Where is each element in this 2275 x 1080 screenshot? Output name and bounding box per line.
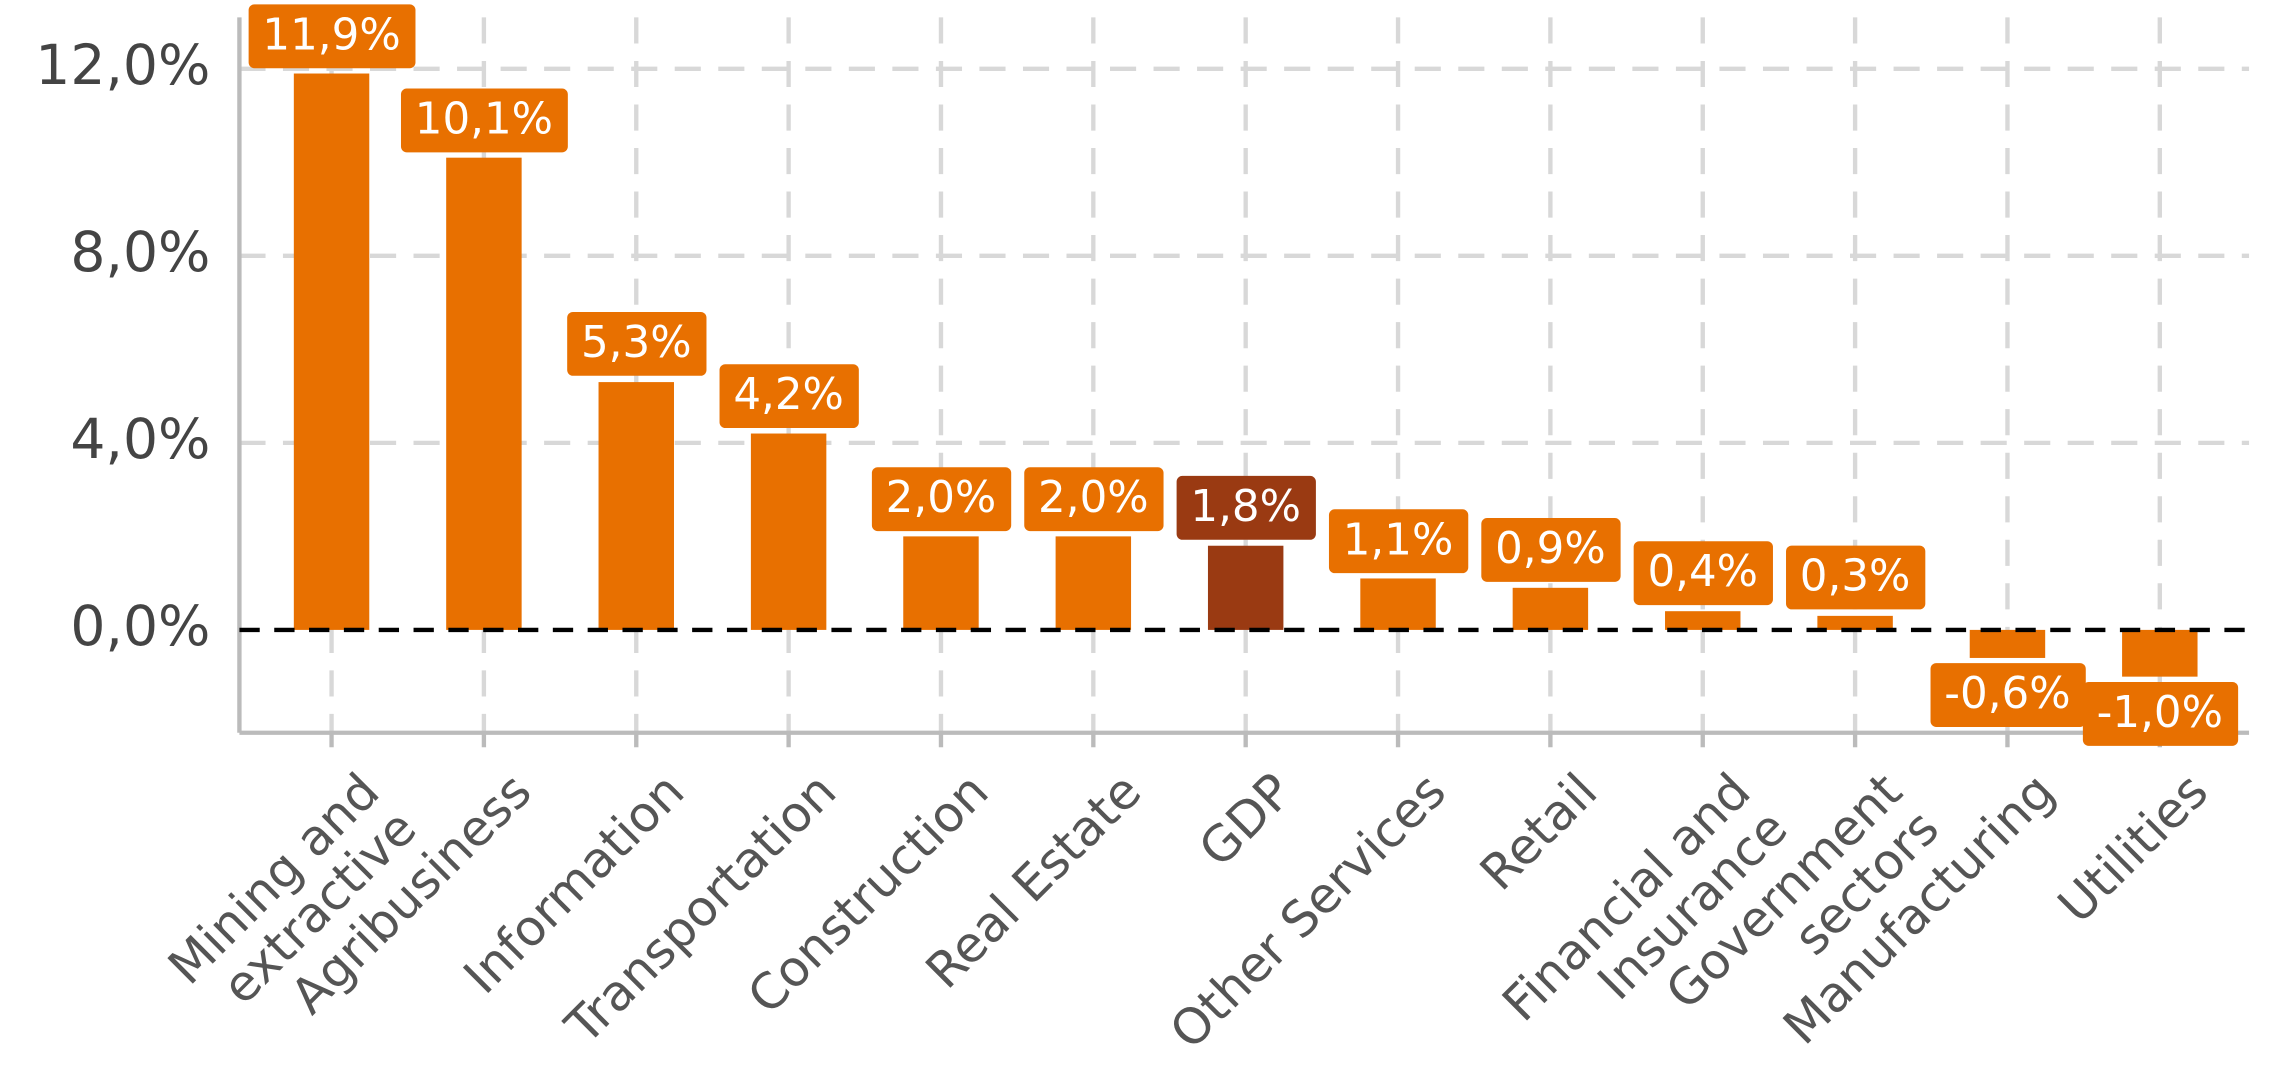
- value-label: 1,8%: [1175, 476, 1316, 540]
- bar: [446, 157, 522, 630]
- bar: [293, 73, 370, 630]
- bar: [750, 433, 827, 630]
- value-label: 0,4%: [1632, 541, 1773, 606]
- value-label: 2,0%: [871, 466, 1011, 531]
- value-label: 4,2%: [718, 363, 859, 428]
- bar: [1817, 615, 1893, 630]
- bar: [903, 536, 979, 630]
- y-tick-label: 0,0%: [70, 595, 210, 659]
- bar: [1207, 545, 1284, 630]
- y-tick-label: 4,0%: [70, 408, 210, 472]
- y-tick-label: 12,0%: [35, 34, 210, 98]
- value-label: -1,0%: [2082, 682, 2238, 747]
- value-label: 0,3%: [1785, 546, 1925, 611]
- y-tick-label: 8,0%: [70, 221, 210, 285]
- bar: [1969, 629, 2046, 658]
- value-label: 10,1%: [400, 88, 568, 152]
- value-label: 2,0%: [1023, 466, 1164, 531]
- value-label: 5,3%: [566, 312, 707, 377]
- bar: [1665, 611, 1741, 630]
- bar: [1360, 578, 1436, 630]
- bar: [598, 382, 674, 630]
- value-label: 0,9%: [1480, 518, 1621, 583]
- value-label: 11,9%: [247, 3, 416, 68]
- bar: [1055, 536, 1132, 630]
- bar: [1512, 587, 1589, 630]
- value-label: 1,1%: [1328, 508, 1468, 573]
- value-label: -0,6%: [1929, 663, 2086, 728]
- bar: [2122, 629, 2198, 677]
